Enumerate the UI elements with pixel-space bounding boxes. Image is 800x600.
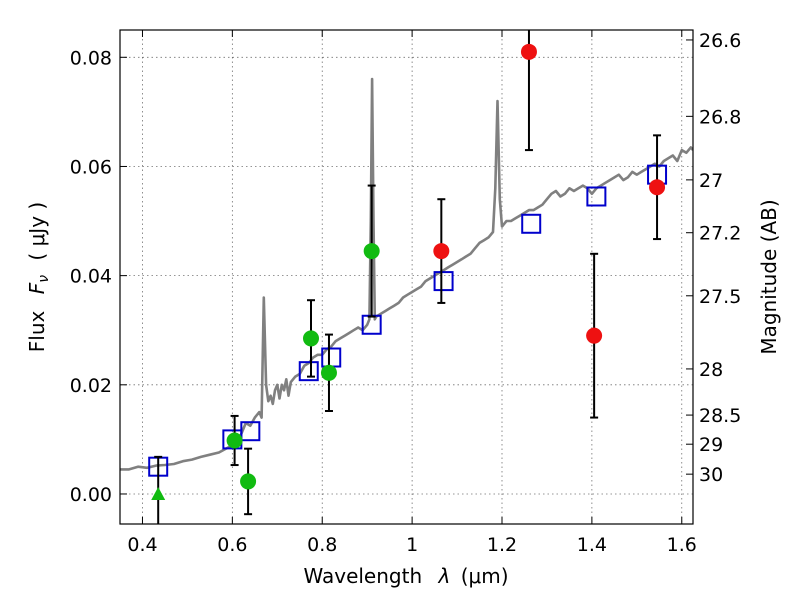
x-tick-label: 1.6 [667,534,697,556]
detection-circle-marker [303,330,319,347]
y-tick-label: 0.00 [70,484,112,506]
y2-tick-label: 29 [699,434,723,456]
series-layer [120,30,693,524]
plot-frame [119,29,694,525]
x-tick-label: 0.6 [217,534,247,556]
detection-circle-marker [363,243,380,260]
y-tick-label: 0.06 [70,156,112,178]
y2-tick-label: 28 [699,359,723,381]
y-tick-label: 0.02 [70,375,112,397]
model-square-marker [433,271,454,292]
detection-circle-marker [240,473,257,490]
grid [120,30,693,524]
y-tick-label: 0.04 [70,266,112,288]
x-axis-title: Wavelength λ (μm) [303,564,508,588]
x-tick-label: 0.8 [307,534,337,556]
nir-circle-marker [433,243,450,260]
model-square-marker [586,186,607,207]
nir-circle-marker [520,43,537,60]
y2-tick-label: 28.5 [699,405,741,427]
x-tick-label: 1 [406,534,418,556]
y2-axis-title: Magnitude (AB) [757,199,781,354]
x-tick-label: 1.4 [577,534,607,556]
detection-circle-marker [226,432,243,449]
nir-circle-marker [649,179,666,196]
y-tick-label: 0.08 [70,47,112,69]
model-square-marker [240,421,261,442]
y-axis-title: Flux Fν ( μJy ) [25,202,53,352]
detection-circle-marker [320,364,337,381]
model-square-marker [521,213,542,234]
y2-tick-label: 27 [699,170,723,192]
x-tick-label: 0.4 [127,534,157,556]
model-square-marker [298,361,319,382]
y2-tick-label: 27.5 [699,286,741,308]
y2-tick-label: 26.8 [699,106,741,128]
model-square-marker [361,314,382,335]
nir-circle-marker [586,327,603,344]
y2-tick-label: 30 [699,464,723,486]
spectrum-line [120,77,693,471]
y2-tick-label: 26.6 [699,30,741,52]
x-axis: 0.4 0.6 0.8 1 1.2 1.4 1.6 [127,30,697,556]
y2-axis: 26.6 26.8 27 27.2 27.5 28 28.5 29 30 [686,30,741,486]
y2-tick-label: 27.2 [699,223,741,245]
x-tick-label: 1.2 [487,534,517,556]
triangle-marker [151,486,166,500]
y-axis: 0.00 0.02 0.04 0.06 0.08 [70,47,127,506]
